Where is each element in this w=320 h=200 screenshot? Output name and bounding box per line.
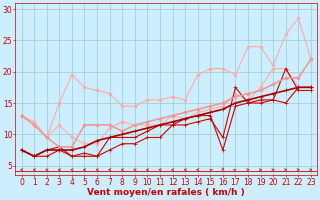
X-axis label: Vent moyen/en rafales ( km/h ): Vent moyen/en rafales ( km/h ) bbox=[87, 188, 245, 197]
